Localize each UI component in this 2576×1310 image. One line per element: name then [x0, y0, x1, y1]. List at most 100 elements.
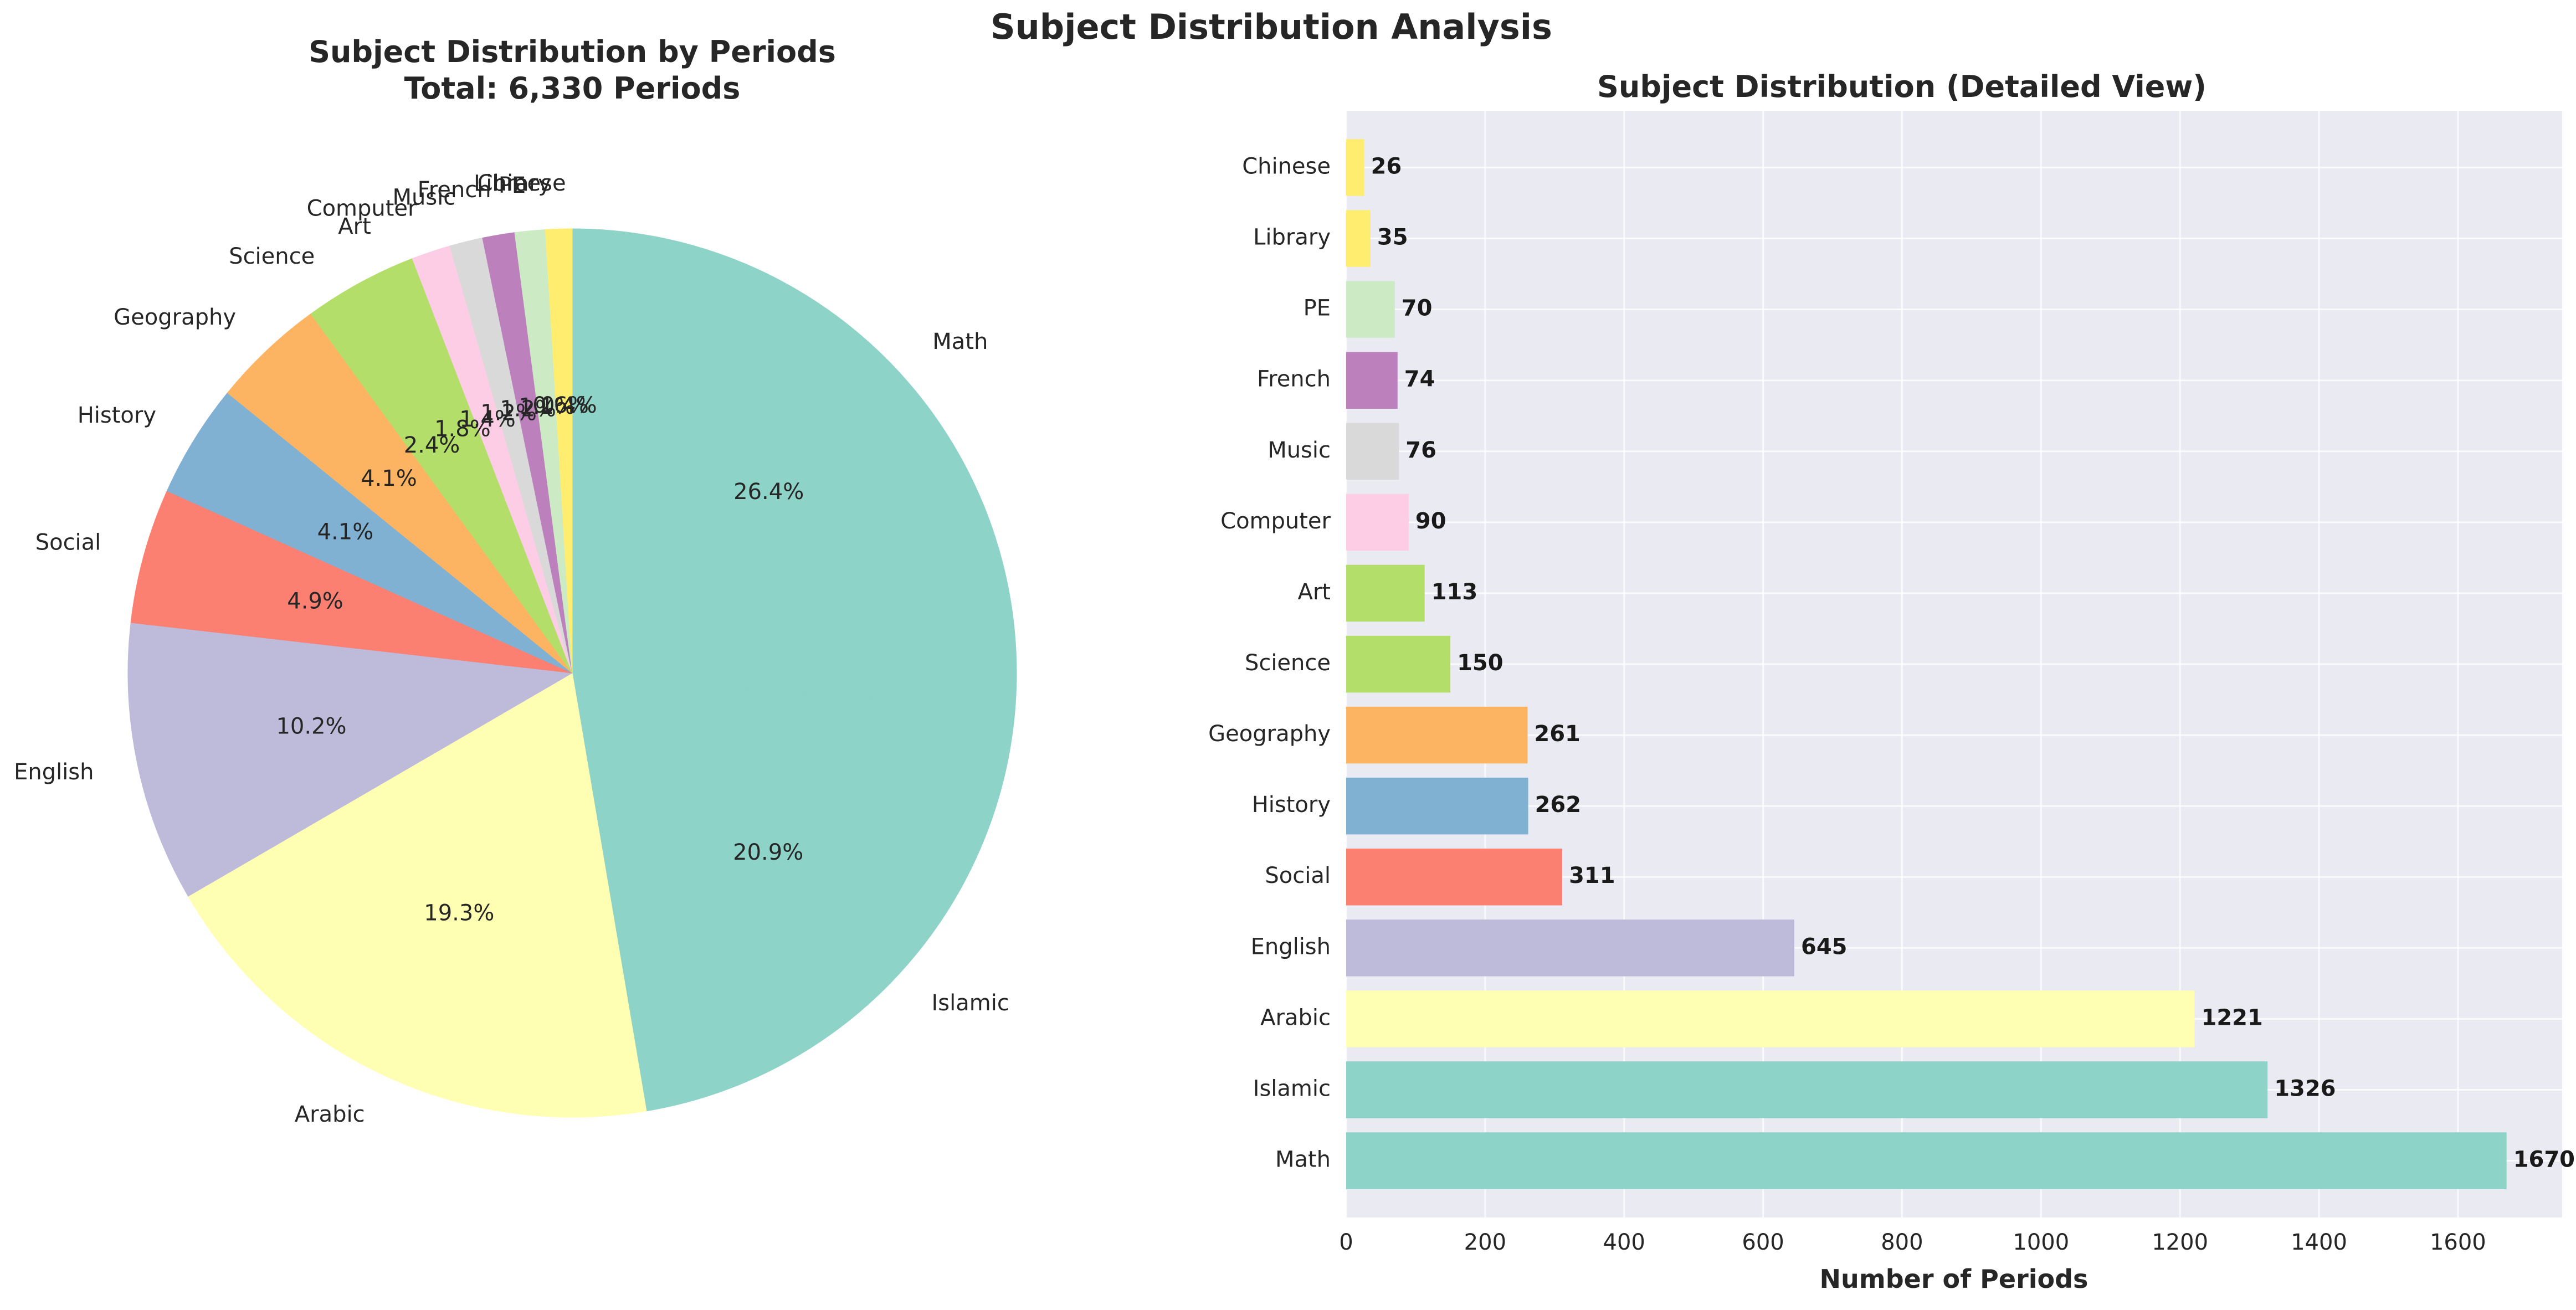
bar-value-label-computer: 90 [1415, 508, 1446, 534]
bar-y-tick-label-history: History [1252, 792, 1331, 818]
pie-slice-english [127, 622, 573, 897]
pie-percent-label-social: 4.9% [287, 589, 343, 614]
bar-x-tick-label: 1200 [2152, 1230, 2208, 1255]
pie-slice-geography [227, 313, 573, 674]
bar-value-label-math: 1670 [2513, 1147, 2575, 1173]
pie-category-label-arabic: Arabic [295, 1102, 365, 1127]
pie-slices [127, 228, 1017, 1118]
pie-percent-label-french: 1.2% [500, 397, 556, 422]
bar-math [1346, 1132, 2507, 1189]
bar-chart: Subject Distribution (Detailed View) 167… [1208, 69, 2575, 1294]
pie-category-label-islamic: Islamic [932, 990, 1009, 1016]
pie-category-label-history: History [78, 403, 156, 428]
bar-y-tick-label-english: English [1251, 934, 1331, 959]
bar-value-label-pe: 70 [1402, 296, 1433, 321]
pie-category-label-english: English [14, 759, 94, 785]
pie-category-label-library: Library [474, 171, 551, 197]
pie-percent-label-computer: 1.4% [459, 407, 516, 432]
bar-value-label-english: 645 [1801, 934, 1848, 959]
pie-slice-social [130, 490, 573, 674]
bar-marks: 1670 1326 1221 645 311 262 261 150 113 90 76 74 70 35… [1346, 139, 2575, 1189]
bar-y-tick-label-computer: Computer [1220, 508, 1331, 534]
figure-title: Subject Distribution Analysis [991, 7, 1552, 47]
bar-x-tick-label: 0 [1339, 1230, 1353, 1255]
pie-category-label-art: Art [338, 214, 371, 239]
bar-social [1346, 849, 1563, 906]
bar-value-label-music: 76 [1405, 438, 1436, 463]
bar-value-label-library: 35 [1377, 225, 1408, 250]
bar-y-tick-label-islamic: Islamic [1253, 1076, 1331, 1102]
pie-chart: Subject Distribution by Periods Total: 6… [14, 34, 1017, 1127]
bar-x-tick-label: 1600 [2430, 1230, 2486, 1255]
pie-category-label-pe: PE [499, 173, 526, 198]
bar-x-tick-label: 400 [1603, 1230, 1645, 1255]
bar-y-tick-labels: Math Islamic Arabic English Social History Geo… [1208, 154, 1331, 1173]
pie-percent-label-pe: 1.1% [519, 394, 575, 419]
pie-slice-math [572, 228, 1017, 712]
bar-geography [1346, 706, 1528, 764]
bar-x-tick-label: 1400 [2291, 1230, 2347, 1255]
bar-x-axis-label: Number of Periods [1820, 1264, 2088, 1294]
bar-library [1346, 210, 1371, 267]
bar-value-label-french: 74 [1404, 367, 1435, 392]
bar-pe [1346, 281, 1395, 338]
pie-slice-islamic [572, 672, 1015, 1112]
pie-slice-chinese [560, 228, 573, 674]
pie-labels: Math 26.4% Islamic 20.9% Arabic 19.3% English 1… [14, 171, 1009, 1127]
pie-percent-label-science: 2.4% [404, 433, 460, 458]
pie-title: Subject Distribution by Periods [309, 34, 836, 69]
bar-english [1346, 919, 1794, 977]
bar-value-label-geography: 261 [1534, 721, 1581, 747]
bar-science [1346, 635, 1451, 693]
bar-french [1346, 352, 1398, 409]
bar-y-tick-label-science: Science [1245, 650, 1331, 676]
pie-category-label-math: Math [932, 329, 988, 355]
pie-percent-label-history: 4.1% [317, 520, 374, 545]
pie-category-label-science: Science [229, 244, 315, 269]
bar-y-tick-label-pe: PE [1304, 296, 1331, 321]
bar-x-tick-label: 600 [1742, 1230, 1784, 1255]
bar-x-tick-label: 200 [1464, 1230, 1506, 1255]
bar-y-tick-label-chinese: Chinese [1242, 154, 1331, 179]
pie-percent-label-art: 1.8% [434, 417, 491, 442]
pie-category-label-social: Social [35, 530, 101, 555]
bar-value-label-social: 311 [1569, 863, 1615, 888]
pie-percent-label-chinese: 0.4% [541, 393, 597, 418]
bar-chinese [1346, 139, 1364, 196]
pie-percent-label-english: 10.2% [276, 714, 346, 739]
bar-islamic [1346, 1061, 2268, 1118]
bar-y-tick-label-library: Library [1253, 225, 1331, 250]
pie-slice-arabic [187, 672, 647, 1118]
bar-history [1346, 777, 1528, 835]
pie-percent-label-music: 1.2% [480, 400, 537, 426]
bar-value-label-chinese: 26 [1371, 154, 1402, 179]
bar-value-label-islamic: 1326 [2274, 1076, 2336, 1102]
pie-slice-history [166, 392, 573, 674]
bar-x-tick-labels: 0 200 400 600 800 1000 1200 1400 1600 [1339, 1230, 2486, 1255]
bar-x-tick-label: 800 [1881, 1230, 1923, 1255]
bar-music [1346, 423, 1399, 480]
bar-value-label-art: 113 [1431, 579, 1478, 605]
bar-y-tick-label-art: Art [1298, 579, 1331, 605]
bar-value-label-science: 150 [1457, 650, 1503, 676]
bar-y-tick-label-geography: Geography [1208, 721, 1331, 747]
pie-percent-label-math: 26.4% [733, 479, 804, 505]
bar-computer [1346, 494, 1409, 551]
pie-subtitle: Total: 6,330 Periods [404, 71, 741, 106]
pie-percent-label-library: 0.6% [532, 393, 589, 418]
bar-y-tick-label-arabic: Arabic [1260, 1005, 1331, 1030]
pie-category-label-chinese: Chinese [478, 171, 566, 196]
pie-percent-label-arabic: 19.3% [424, 901, 494, 926]
bar-title: Subject Distribution (Detailed View) [1597, 69, 2206, 104]
pie-category-label-geography: Geography [114, 305, 236, 330]
bar-y-tick-label-math: Math [1275, 1147, 1331, 1173]
bar-value-label-arabic: 1221 [2202, 1005, 2263, 1030]
bar-arabic [1346, 990, 2195, 1047]
bar-y-tick-label-music: Music [1268, 438, 1331, 463]
bar-y-tick-label-french: French [1257, 367, 1331, 392]
bar-value-label-history: 262 [1535, 792, 1582, 818]
pie-category-label-french: French [418, 177, 491, 203]
pie-percent-label-islamic: 20.9% [733, 840, 803, 865]
pie-percent-label-geography: 4.1% [361, 466, 417, 491]
bar-y-tick-label-social: Social [1265, 863, 1331, 888]
